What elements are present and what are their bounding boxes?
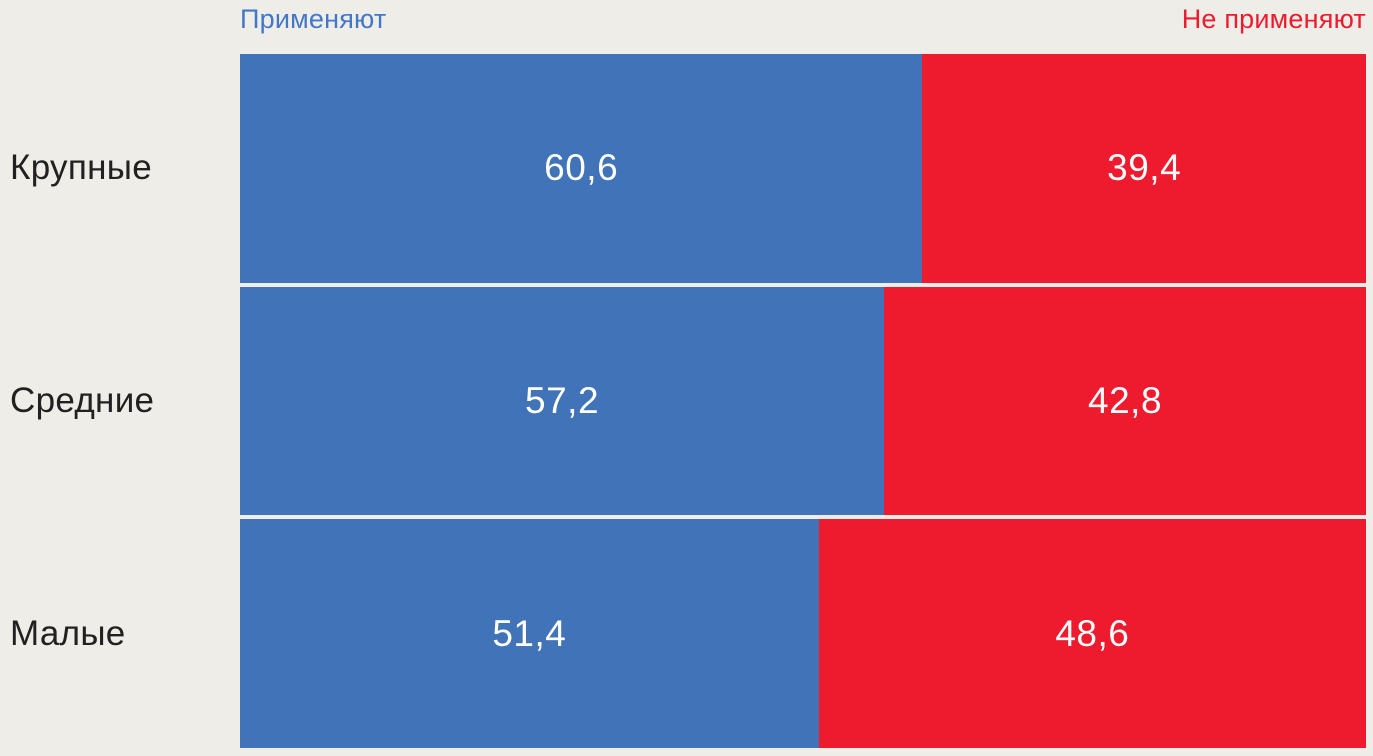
chart-row: Средние 57,2 42,8 [0,286,1366,516]
bar-value-label: 51,4 [492,612,567,654]
category-cell: Малые [0,519,240,748]
legend-item-apply: Применяют [240,4,387,34]
bar-segment-apply: 57,2 [240,286,885,516]
category-label: Средние [10,381,155,420]
bar: 51,4 48,6 [240,519,1366,749]
bar: 57,2 42,8 [240,286,1366,516]
bar-segment-apply: 51,4 [240,519,819,749]
bar-value-label: 39,4 [1107,147,1182,189]
chart-legend: Применяют Не применяют [240,0,1366,54]
chart-plot-area: Крупные 60,6 39,4 Средние 57,2 42,8 [0,54,1366,749]
category-label: Крупные [10,148,152,188]
bar-value-label: 60,6 [544,147,619,189]
bar-segment-not-apply: 48,6 [818,519,1366,749]
bar-value-label: 57,2 [525,380,600,421]
bar-value-label: 42,8 [1088,380,1163,421]
bar-segment-apply: 60,6 [240,54,923,283]
chart-row: Малые 51,4 48,6 [0,519,1366,749]
bar-segment-not-apply: 39,4 [922,54,1366,283]
category-label: Малые [10,613,126,653]
bar-value-label: 48,6 [1055,612,1130,654]
category-cell: Крупные [0,54,240,283]
category-cell: Средние [0,287,240,516]
bar-segment-not-apply: 42,8 [884,286,1366,516]
legend-item-not-apply: Не применяют [1181,4,1366,34]
chart-row: Крупные 60,6 39,4 [0,54,1366,283]
bar: 60,6 39,4 [240,54,1366,283]
